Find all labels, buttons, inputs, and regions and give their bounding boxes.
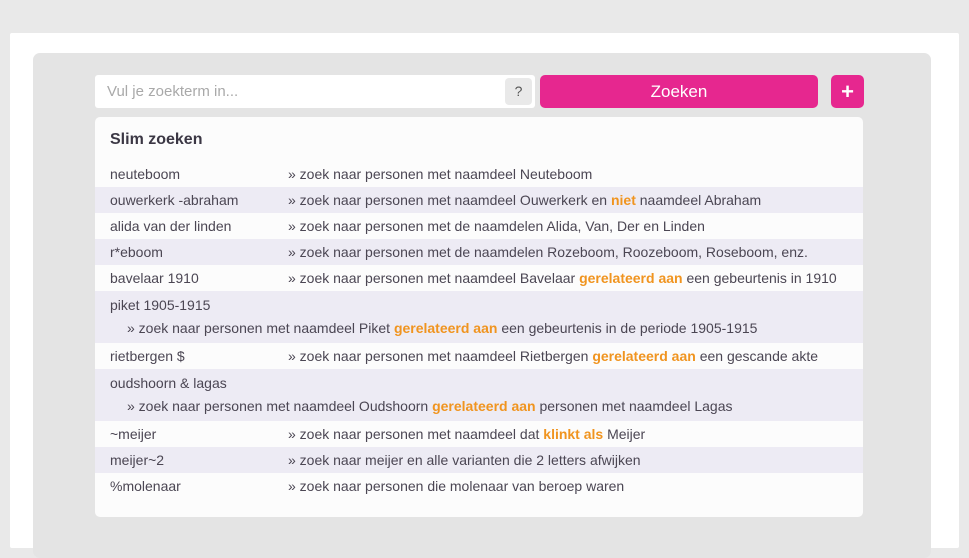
example-description: » zoek naar personen met naamdeel Oudsho… — [95, 395, 863, 421]
example-description: » zoek naar personen met de naamdelen Ro… — [288, 239, 863, 265]
example-description: » zoek naar meijer en alle varianten die… — [288, 447, 863, 473]
example-description: » zoek naar personen met naamdeel dat kl… — [288, 421, 863, 447]
example-description: » zoek naar personen met naamdeel Neuteb… — [288, 161, 863, 187]
example-description: » zoek naar personen met naamdeel Ouwerk… — [288, 187, 863, 213]
example-row: ouwerkerk -abraham » zoek naar personen m… — [95, 187, 863, 213]
example-row: piket 1905-1915 » zoek naar personen met … — [95, 291, 863, 343]
description-text: » zoek naar personen met naamdeel Piket — [127, 320, 394, 336]
description-text: » zoek naar personen met de naamdelen Al… — [288, 218, 705, 234]
example-row: neuteboom » zoek naar personen met naamde… — [95, 161, 863, 187]
description-text: » zoek naar personen met naamdeel Neuteb… — [288, 166, 593, 182]
example-search-term: alida van der linden — [110, 218, 232, 234]
description-highlight: gerelateerd aan — [592, 348, 696, 364]
example-search-term: r*eboom — [110, 244, 163, 260]
description-text: » zoek naar meijer en alle varianten die… — [288, 452, 641, 468]
search-input-wrap: ? — [95, 75, 535, 108]
description-text: » zoek naar personen met naamdeel Ouwerk… — [288, 192, 611, 208]
example-rows: neuteboom » zoek naar personen met naamde… — [95, 161, 863, 499]
search-button[interactable]: Zoeken — [540, 75, 818, 108]
example-search-term: bavelaar 1910 — [110, 270, 199, 286]
search-input[interactable] — [95, 75, 535, 108]
example-row: rietbergen $ » zoek naar personen met naa… — [95, 343, 863, 369]
example-description: » zoek naar personen met naamdeel Rietbe… — [288, 343, 863, 369]
add-search-term-button[interactable]: + — [831, 75, 864, 108]
description-text: » zoek naar personen met naamdeel Rietbe… — [288, 348, 593, 364]
search-bar: ? Zoeken + — [95, 75, 931, 108]
search-panel: ? Zoeken + Slim zoeken neuteboom » zoek n… — [33, 53, 931, 558]
description-text: » zoek naar personen met naamdeel Oudsho… — [127, 398, 433, 414]
smart-search-examples-card: Slim zoeken neuteboom » zoek naar persone… — [95, 117, 863, 517]
description-text: Meijer — [603, 426, 646, 442]
description-text: » zoek naar personen met naamdeel dat — [288, 426, 544, 442]
help-button[interactable]: ? — [505, 78, 532, 105]
example-description: » zoek naar personen met de naamdelen Al… — [288, 213, 863, 239]
description-highlight: gerelateerd aan — [579, 270, 683, 286]
example-search-term: %molenaar — [110, 478, 181, 494]
example-search-term: neuteboom — [110, 166, 181, 182]
example-row: alida van der linden » zoek naar personen… — [95, 213, 863, 239]
example-description: » zoek naar personen met naamdeel Bavela… — [288, 265, 863, 291]
example-search-term: rietbergen $ — [110, 348, 185, 364]
description-text: » zoek naar personen met de naamdelen Ro… — [288, 244, 808, 260]
description-text: een gebeurtenis in de periode 1905-1915 — [497, 320, 758, 336]
example-row: ~meijer » zoek naar personen met naamdeel… — [95, 421, 863, 447]
description-highlight: klinkt als — [543, 426, 604, 442]
page-background: ? Zoeken + Slim zoeken neuteboom » zoek n… — [10, 33, 959, 548]
example-row: r*eboom » zoek naar personen met de naamd… — [95, 239, 863, 265]
example-description: » zoek naar personen die molenaar van be… — [288, 473, 863, 499]
example-row: bavelaar 1910 » zoek naar personen met na… — [95, 265, 863, 291]
example-row: oudshoorn & lagas » zoek naar personen me… — [95, 369, 863, 421]
example-search-term: meijer~2 — [110, 452, 165, 468]
example-row: meijer~2 » zoek naar meijer en alle varia… — [95, 447, 863, 473]
description-text: een gescande akte — [695, 348, 819, 364]
content-card: ? Zoeken + Slim zoeken neuteboom » zoek n… — [10, 33, 959, 558]
description-text: » zoek naar personen die molenaar van be… — [288, 478, 625, 494]
example-search-term: ~meijer — [110, 426, 157, 442]
description-text: naamdeel Abraham — [635, 192, 762, 208]
example-search-term: ouwerkerk -abraham — [110, 192, 239, 208]
description-highlight: niet — [610, 192, 636, 208]
description-text: personen met naamdeel Lagas — [535, 398, 733, 414]
description-highlight: gerelateerd aan — [393, 320, 498, 336]
section-title: Slim zoeken — [110, 131, 203, 148]
description-text: een gebeurtenis in 1910 — [682, 270, 837, 286]
example-description: » zoek naar personen met naamdeel Piket … — [95, 317, 863, 343]
description-text: » zoek naar personen met naamdeel Bavela… — [288, 270, 580, 286]
example-search-term: oudshoorn & lagas — [110, 375, 227, 391]
example-row: %molenaar » zoek naar personen die molena… — [95, 473, 863, 499]
example-search-term: piket 1905-1915 — [110, 297, 211, 313]
description-highlight: gerelateerd aan — [432, 398, 536, 414]
